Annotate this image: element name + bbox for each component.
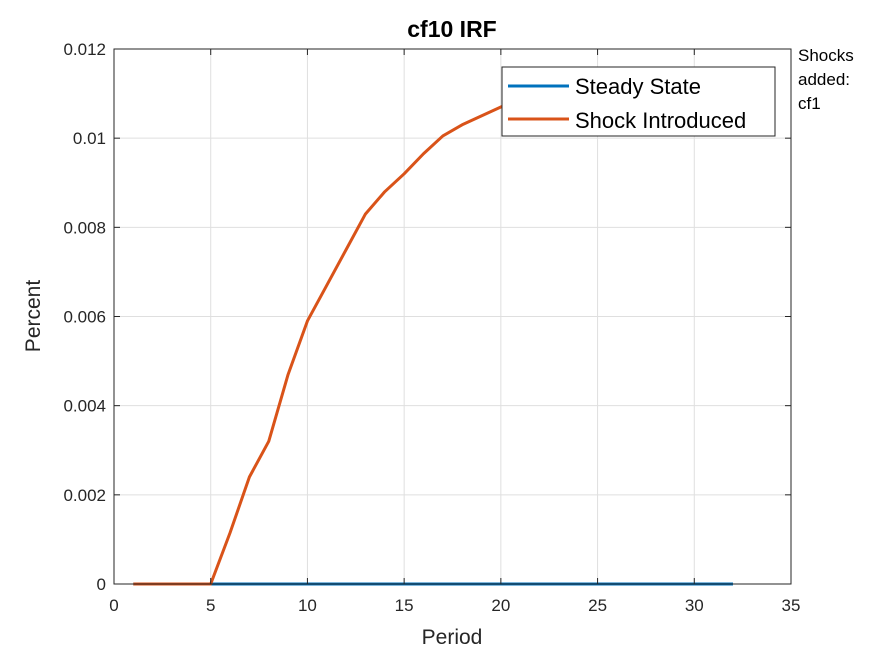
x-tick-label: 10 (298, 596, 317, 615)
y-tick-label: 0.006 (63, 308, 106, 327)
annotation-line: cf1 (798, 94, 821, 113)
legend-box (501, 66, 776, 137)
legend: Steady State Shock Introduced (501, 66, 776, 137)
shocks-annotation: Shocks added: cf1 (798, 44, 873, 116)
y-tick-label: 0.012 (63, 40, 106, 59)
y-tick-label: 0.008 (63, 218, 106, 237)
y-tick-label: 0.01 (73, 129, 106, 148)
y-axis-label: Percent (22, 280, 45, 353)
axis-ticks: 0 5 10 15 20 25 30 35 0 0.002 0.004 0.006 0.008 0.01 0… (63, 40, 800, 615)
x-axis-label: Period (422, 626, 483, 649)
legend-label-steady-state: Steady State (575, 74, 701, 99)
y-tick-label: 0.004 (63, 397, 106, 416)
x-tick-label: 25 (588, 596, 607, 615)
x-tick-label: 30 (685, 596, 704, 615)
y-tick-label: 0.002 (63, 486, 106, 505)
x-tick-label: 20 (491, 596, 510, 615)
annotation-line: added: (798, 70, 850, 89)
x-tick-label: 5 (206, 596, 215, 615)
x-tick-label: 15 (395, 596, 414, 615)
annotation-line: Shocks (798, 46, 854, 65)
x-tick-label: 35 (782, 596, 801, 615)
chart-title: cf10 IRF (407, 16, 496, 42)
y-tick-label: 0 (97, 575, 106, 594)
x-tick-label: 0 (109, 596, 118, 615)
legend-label-shock-introduced: Shock Introduced (575, 108, 746, 133)
grid-lines (114, 49, 791, 584)
